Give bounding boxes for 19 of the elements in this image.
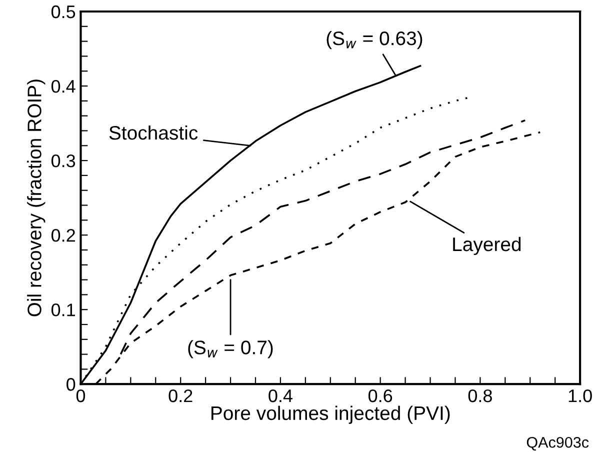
x-axis-title: Pore volumes injected (PVI) xyxy=(212,406,450,424)
y-tick-label: 0.2 xyxy=(51,228,75,242)
annotation: (S$_{w}$ = 0.7) xyxy=(188,340,273,358)
text: QAc903c xyxy=(526,436,589,451)
x-tick-label: 0.2 xyxy=(168,389,192,402)
y-tick-label: 0.4 xyxy=(51,80,76,93)
y-tick-label: 0.3 xyxy=(51,154,76,168)
x-tick-label: 1.0 xyxy=(568,389,592,402)
annotation: (S$_{w}$ = 0.63) xyxy=(326,30,422,50)
x-tick-label: 0 xyxy=(76,389,86,402)
annotation: Layered xyxy=(453,236,521,256)
y-axis-title: Oil recovery (fraction ROIP) xyxy=(27,80,46,316)
y-tick-label: 0 xyxy=(66,378,76,391)
y-tick-label: 0.1 xyxy=(51,304,75,316)
annotation: Stochastic xyxy=(109,125,198,140)
x-tick-label: 0.6 xyxy=(368,389,392,402)
x-tick-label: 0.4 xyxy=(268,389,292,402)
y-tick-label: 0.5 xyxy=(51,5,76,18)
x-tick-label: 0.8 xyxy=(468,389,492,402)
